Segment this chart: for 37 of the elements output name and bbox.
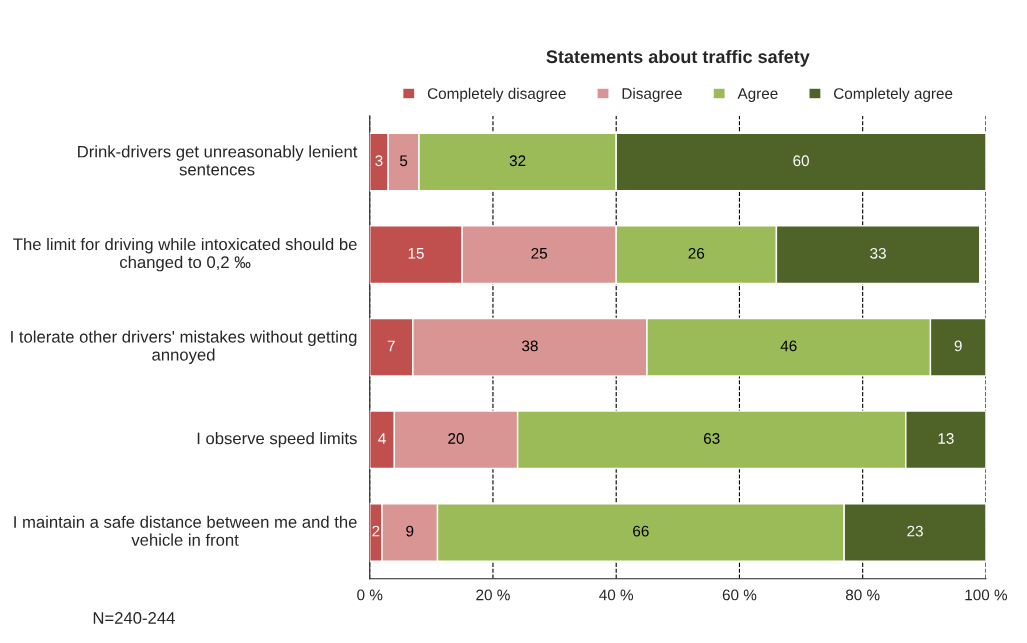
x-tick-label: 40 % [599,589,634,601]
data-label: 2 [372,525,380,537]
data-label: 3 [375,155,383,167]
data-label: 20 [448,433,464,444]
chart-title: Statements about traffic safety [546,49,810,67]
data-label: 26 [688,247,705,259]
data-label: 23 [907,525,923,537]
data-label: 9 [954,340,962,352]
y-tick-label: I observe speed limits [197,432,357,448]
y-tick-label: Drink-drivers get unreasonably lenient sentences [78,145,358,176]
x-tick-label: 100 % [965,589,1008,601]
legend-label: Completely agree [834,87,953,102]
y-tick-label: The limit for driving while intoxicated should be changed to 0,2 ‰ [13,237,357,272]
data-label: 4 [378,433,386,444]
data-label: 5 [399,155,408,167]
data-label: 13 [938,433,954,444]
data-label: 46 [780,340,797,352]
x-tick-label: 60 % [722,589,757,601]
legend-label: Disagree [622,87,682,102]
legend-label: Agree [737,88,778,102]
data-label: 66 [633,525,649,537]
data-label: 63 [703,433,720,444]
legend-label: Completely disagree [427,87,566,102]
data-label: 25 [531,247,548,259]
data-label: 60 [793,155,809,167]
text: N=240-244 [93,612,175,624]
x-tick-label: 0 % [357,589,383,601]
data-label: 15 [408,248,424,259]
y-tick-label: I tolerate other drivers' mistakes without getting annoyed [11,330,357,364]
data-label: 7 [387,340,395,352]
y-tick-label: I maintain a safe distance between me and the vehicle in front [14,515,357,546]
x-tick-label: 80 % [845,589,880,601]
data-label: 32 [509,155,526,167]
data-label: 33 [870,247,886,259]
data-label: 9 [406,525,414,537]
x-tick-label: 20 % [476,589,510,601]
data-label: 38 [522,340,538,352]
